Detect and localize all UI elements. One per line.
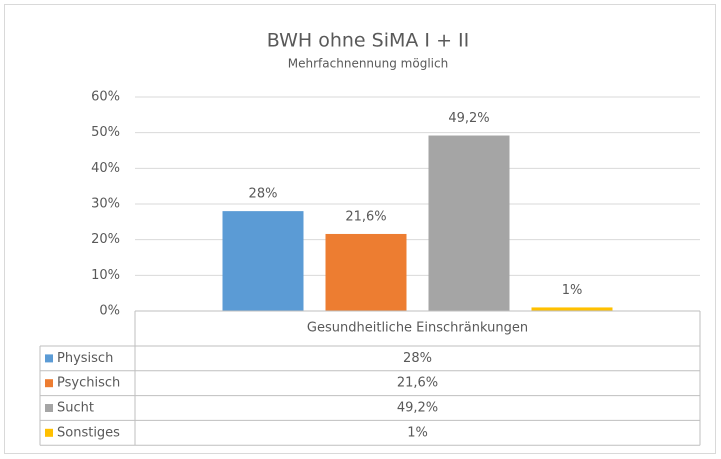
y-tick-label: 30% <box>91 197 120 212</box>
data-label: 1% <box>562 283 583 298</box>
legend-label: Psychisch <box>57 376 120 391</box>
y-tick-label: 40% <box>91 161 120 176</box>
data-label: 28% <box>249 187 278 202</box>
bar <box>222 211 304 311</box>
bar <box>325 233 407 311</box>
table-value: 1% <box>407 425 428 440</box>
y-tick-label: 60% <box>91 90 120 105</box>
legend-key <box>45 404 53 412</box>
data-label: 49,2% <box>448 111 489 126</box>
data-label: 21,6% <box>345 209 386 224</box>
table-value: 49,2% <box>397 401 438 416</box>
chart-title: BWH ohne SiMA I + II <box>267 30 470 52</box>
legend-key <box>45 354 53 363</box>
chart-subtitle: Mehrfachnennung möglich <box>288 57 448 71</box>
x-tick-label: Gesundheitliche Einschränkungen <box>307 321 528 336</box>
y-tick-label: 10% <box>91 268 120 283</box>
legend-label: Physisch <box>57 351 113 366</box>
bar <box>428 135 510 311</box>
y-tick-label: 50% <box>91 125 120 140</box>
y-tick-label: 20% <box>91 232 120 247</box>
table-value: 21,6% <box>397 376 438 391</box>
legend-key <box>45 379 53 388</box>
y-tick-label: 0% <box>99 304 120 319</box>
chart-border <box>4 4 716 454</box>
legend-label: Sucht <box>57 401 94 416</box>
legend-label: Sonstiges <box>57 425 120 440</box>
table-value: 28% <box>403 351 432 366</box>
legend-key <box>45 428 53 437</box>
bar <box>531 307 613 311</box>
